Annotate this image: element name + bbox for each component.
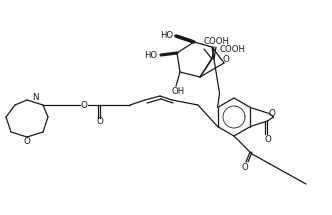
Text: O: O [264,135,271,143]
Text: OH: OH [171,88,185,97]
Text: HO: HO [160,31,174,40]
Text: COOH: COOH [203,37,229,46]
Text: HO: HO [144,51,158,60]
Text: O: O [242,163,248,172]
Text: O: O [97,118,104,126]
Text: COOH: COOH [220,45,246,54]
Text: O: O [81,100,87,109]
Text: O: O [268,109,275,118]
Text: O: O [24,137,31,146]
Text: O: O [222,55,229,64]
Text: N: N [32,92,38,101]
